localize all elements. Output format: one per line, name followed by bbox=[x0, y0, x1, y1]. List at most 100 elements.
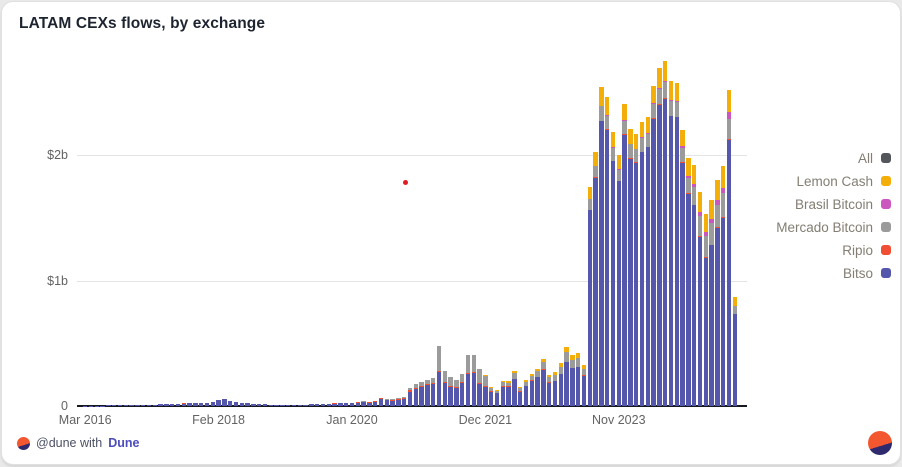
bar-2016-07[interactable] bbox=[106, 405, 111, 406]
bar-2017-03[interactable] bbox=[152, 404, 158, 406]
bar-2020-01[interactable] bbox=[349, 402, 355, 406]
bar-2024-11[interactable] bbox=[686, 157, 691, 406]
bar-2016-04[interactable] bbox=[88, 405, 94, 407]
dune-logo-icon-large[interactable] bbox=[868, 431, 892, 455]
bar-2020-03[interactable] bbox=[361, 401, 366, 406]
bar-2022-11[interactable] bbox=[546, 374, 552, 406]
bar-2025-05[interactable] bbox=[720, 166, 726, 406]
bar-2024-09[interactable] bbox=[674, 83, 680, 406]
legend-item-bitso[interactable]: Bitso bbox=[843, 265, 891, 281]
bar-2023-12[interactable] bbox=[622, 103, 627, 406]
bar-2019-11[interactable] bbox=[338, 403, 343, 406]
bar-2023-11[interactable] bbox=[616, 155, 622, 406]
legend-item-all[interactable]: All bbox=[858, 150, 891, 166]
legend-item-lemon-cash[interactable]: Lemon Cash bbox=[796, 173, 891, 189]
bar-2022-07[interactable] bbox=[523, 380, 529, 406]
bar-2021-02[interactable] bbox=[425, 379, 430, 406]
bar-2020-06[interactable] bbox=[378, 397, 384, 406]
bar-2023-06[interactable] bbox=[587, 186, 593, 407]
bar-2025-02[interactable] bbox=[703, 214, 709, 406]
bar-2018-04[interactable] bbox=[227, 400, 233, 406]
bar-2017-09[interactable] bbox=[187, 403, 192, 406]
bar-2025-07[interactable] bbox=[732, 296, 738, 406]
bar-2025-03[interactable] bbox=[709, 200, 714, 406]
bar-2022-12[interactable] bbox=[552, 372, 558, 406]
bar-2019-04[interactable] bbox=[297, 404, 303, 406]
bar-2019-12[interactable] bbox=[343, 402, 349, 406]
bar-2016-05[interactable] bbox=[94, 405, 100, 406]
bar-2016-11[interactable] bbox=[129, 405, 134, 406]
bar-2023-07[interactable] bbox=[593, 151, 598, 406]
bar-2018-09[interactable] bbox=[256, 404, 262, 406]
bar-2020-10[interactable] bbox=[401, 396, 407, 406]
legend-item-ripio[interactable]: Ripio bbox=[842, 242, 891, 258]
bar-2018-11[interactable] bbox=[268, 404, 274, 406]
bar-2017-10[interactable] bbox=[193, 402, 198, 406]
bar-2022-08[interactable] bbox=[529, 373, 535, 406]
bar-2019-01[interactable] bbox=[280, 404, 285, 406]
bar-2022-06[interactable] bbox=[517, 386, 523, 406]
bar-2020-05[interactable] bbox=[372, 400, 378, 406]
bar-2024-06[interactable] bbox=[657, 68, 662, 406]
bar-2022-03[interactable] bbox=[500, 381, 506, 406]
dune-link[interactable]: Dune bbox=[108, 436, 140, 450]
bar-2019-10[interactable] bbox=[332, 403, 337, 406]
bar-2024-01[interactable] bbox=[628, 128, 633, 406]
bar-2021-06[interactable] bbox=[448, 376, 453, 406]
bar-2024-08[interactable] bbox=[668, 80, 674, 406]
bar-2018-08[interactable] bbox=[251, 403, 256, 406]
bar-2023-01[interactable] bbox=[558, 363, 564, 406]
bar-2024-02[interactable] bbox=[633, 133, 639, 406]
bar-2020-08[interactable] bbox=[390, 399, 395, 406]
bar-2022-10[interactable] bbox=[541, 358, 546, 406]
bar-2020-07[interactable] bbox=[384, 399, 390, 406]
bar-2020-02[interactable] bbox=[355, 401, 361, 406]
bar-2019-06[interactable] bbox=[309, 404, 314, 406]
bar-2016-10[interactable] bbox=[123, 405, 129, 406]
bar-2019-02[interactable] bbox=[285, 404, 291, 406]
bar-2019-07[interactable] bbox=[314, 404, 320, 406]
bar-2023-10[interactable] bbox=[610, 132, 616, 406]
bar-2023-09[interactable] bbox=[604, 97, 610, 406]
bar-2016-06[interactable] bbox=[100, 405, 105, 406]
bar-2022-02[interactable] bbox=[494, 389, 500, 406]
bar-2024-10[interactable] bbox=[680, 130, 685, 406]
bar-2021-01[interactable] bbox=[419, 382, 424, 406]
bar-2018-01[interactable] bbox=[210, 401, 216, 406]
bar-2020-09[interactable] bbox=[396, 397, 401, 406]
bar-2021-08[interactable] bbox=[459, 374, 465, 406]
bar-2019-09[interactable] bbox=[326, 403, 332, 406]
bar-2017-04[interactable] bbox=[158, 404, 163, 406]
bar-2022-04[interactable] bbox=[506, 381, 511, 406]
bar-2024-05[interactable] bbox=[651, 85, 656, 406]
bar-2025-06[interactable] bbox=[726, 89, 732, 406]
bar-2018-10[interactable] bbox=[262, 404, 268, 406]
bar-2022-01[interactable] bbox=[488, 387, 494, 406]
bar-2017-01[interactable] bbox=[140, 405, 146, 406]
bar-2017-12[interactable] bbox=[204, 402, 210, 406]
bar-2018-02[interactable] bbox=[216, 399, 221, 406]
bar-2016-08[interactable] bbox=[111, 405, 117, 406]
bar-2016-03[interactable] bbox=[82, 405, 88, 407]
bar-2020-11[interactable] bbox=[407, 388, 413, 406]
bar-2021-05[interactable] bbox=[442, 370, 448, 406]
legend-item-mercado-bitcoin[interactable]: Mercado Bitcoin bbox=[776, 219, 891, 235]
bar-2024-07[interactable] bbox=[662, 60, 668, 406]
bar-2023-08[interactable] bbox=[599, 87, 604, 406]
bar-2021-12[interactable] bbox=[483, 375, 488, 406]
bar-2016-12[interactable] bbox=[135, 405, 140, 406]
bar-2024-04[interactable] bbox=[645, 117, 651, 406]
bar-2017-05[interactable] bbox=[164, 404, 169, 406]
bar-2021-11[interactable] bbox=[477, 369, 482, 406]
bar-2021-03[interactable] bbox=[430, 377, 436, 406]
bar-2020-04[interactable] bbox=[367, 401, 372, 406]
bar-2023-02[interactable] bbox=[564, 347, 569, 406]
bar-2021-10[interactable] bbox=[471, 354, 477, 406]
bar-2022-05[interactable] bbox=[512, 370, 517, 406]
bar-2017-02[interactable] bbox=[146, 404, 152, 406]
bar-2017-08[interactable] bbox=[181, 403, 187, 406]
bar-2022-09[interactable] bbox=[535, 368, 540, 406]
bar-2019-05[interactable] bbox=[303, 404, 308, 406]
bar-2017-11[interactable] bbox=[198, 403, 204, 406]
bar-2016-09[interactable] bbox=[117, 405, 123, 406]
